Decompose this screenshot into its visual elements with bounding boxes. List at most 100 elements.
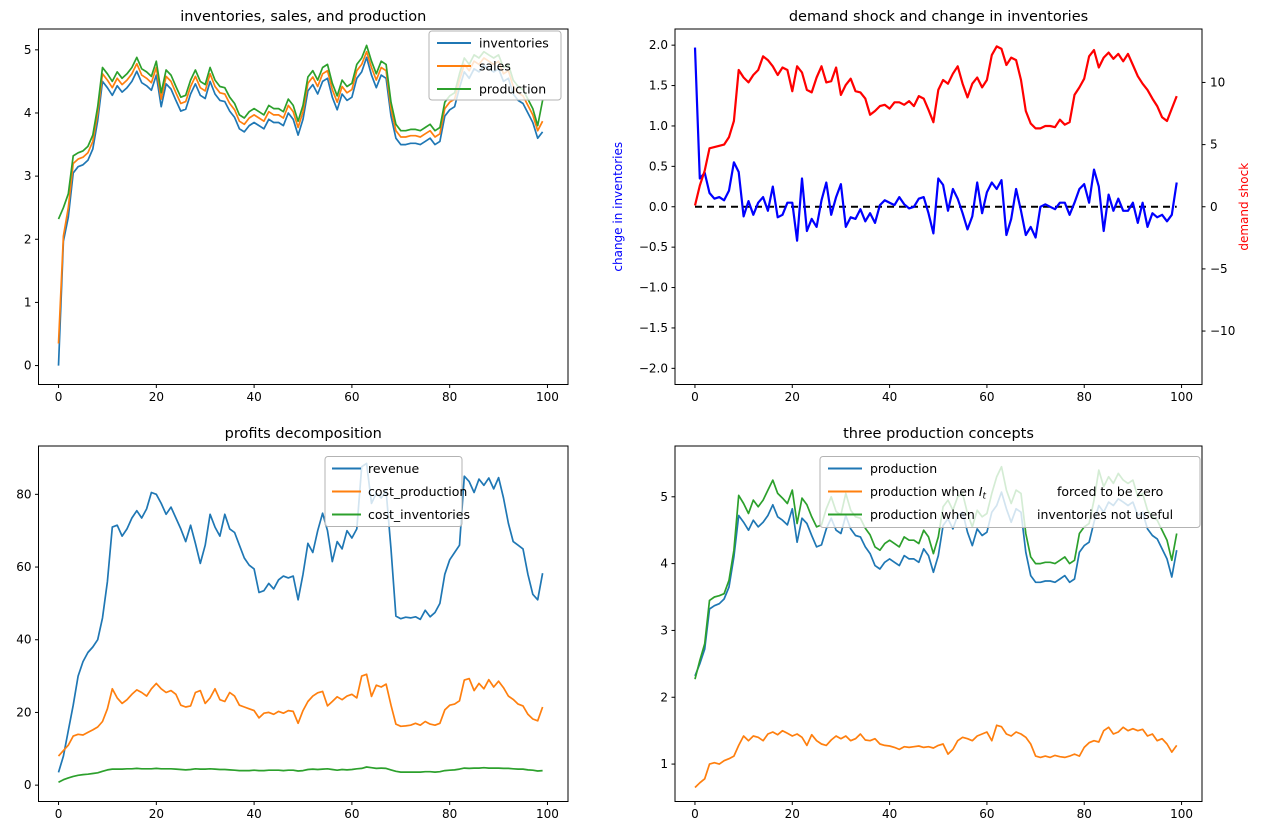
- x-axis: 0 20 40 60 80 100: [55, 384, 559, 404]
- y-tick-right-label: 10: [1210, 75, 1225, 89]
- y-axis: 1 2 3 4 5: [660, 490, 675, 771]
- y-tick-right-label: −5: [1210, 262, 1228, 276]
- chart-canvas-inventories-sales-production: 0 20 40 60 80 100 0 1 2 3 4 5 inventories, sales, an…: [24, 9, 569, 404]
- x-tick-label: 80: [442, 807, 457, 821]
- y-tick-label: 0.5: [649, 159, 668, 173]
- y-tick-right-label: 0: [1210, 200, 1218, 214]
- x-tick-label: 0: [691, 807, 699, 821]
- x-axis: 0 20 40 60 80 100: [691, 801, 1193, 821]
- legend-frame: [324, 456, 463, 527]
- y-tick-label: 2: [660, 690, 668, 704]
- chart-title: inventories, sales, and production: [180, 9, 426, 25]
- y-tick-label: 3: [24, 169, 32, 183]
- y-tick-label: 2.0: [649, 38, 668, 52]
- y-tick-label: 3: [660, 623, 668, 637]
- x-tick-label: 20: [785, 807, 800, 821]
- y-axis-label-right: demand shock: [1237, 163, 1251, 251]
- x-tick-label: 100: [1170, 390, 1193, 404]
- chart-title: demand shock and change in inventories: [789, 9, 1088, 25]
- y-tick-label: 80: [16, 487, 31, 501]
- x-tick-label: 60: [344, 807, 359, 821]
- x-tick-label: 80: [1077, 390, 1092, 404]
- y-tick-label: −0.5: [639, 240, 668, 254]
- x-tick-label: 0: [691, 390, 699, 404]
- y-tick-label: 4: [660, 557, 668, 571]
- x-tick-label: 40: [246, 390, 261, 404]
- legend-label: sales: [479, 59, 511, 74]
- y-tick-label: 60: [16, 560, 31, 574]
- y-tick-label: 2: [24, 232, 32, 246]
- y-tick-label: 4: [24, 106, 32, 120]
- legend-label: production when: [870, 507, 975, 522]
- x-tick-label: 20: [149, 390, 164, 404]
- x-axis: 0 20 40 60 80 100: [55, 801, 559, 821]
- y-tick-label: 1.0: [649, 119, 668, 133]
- y-tick-label: −1.5: [639, 321, 668, 335]
- series-cost-inventories: [58, 766, 543, 783]
- x-tick-label: 40: [246, 807, 261, 821]
- x-tick-label: 80: [1077, 807, 1092, 821]
- axes-spines: [38, 28, 569, 385]
- y-axis: 2.0 1.5 1.0 0.5 0.0 −0.5 −1.0 −1.5 −2.0: [639, 38, 675, 375]
- y-tick-label: −2.0: [639, 361, 668, 375]
- chart-canvas-demand-shock-change-inventories: 0 20 40 60 80 1002.01.51.00.50.0−0.5−1.0−1.5−…: [611, 9, 1251, 404]
- x-tick-label: 80: [442, 390, 457, 404]
- series-change-in-inventories: [693, 47, 1178, 242]
- legend-label: inventories: [479, 36, 549, 51]
- series-production-when-i-t-forced-to-be-zero: [694, 724, 1178, 789]
- x-tick-label: 0: [55, 807, 63, 821]
- x-tick-label: 100: [1170, 807, 1193, 821]
- x-axis: 0 20 40 60 80 100: [691, 384, 1193, 404]
- y-tick-label: 0: [24, 359, 32, 373]
- y-tick-label: 0.0: [649, 200, 668, 214]
- axes-spines: [38, 445, 569, 802]
- chart-decoration: I: [979, 484, 983, 499]
- legend-label: revenue: [368, 461, 419, 476]
- y-tick-label: 0: [24, 778, 32, 792]
- legend: revenue cost_production cost_inventories: [324, 456, 470, 527]
- legend-label: cost_production: [368, 484, 467, 499]
- x-tick-label: 60: [979, 390, 994, 404]
- legend-label-right: forced to be zero: [1057, 484, 1163, 499]
- chart-title: three production concepts: [843, 426, 1034, 442]
- x-tick-label: 60: [344, 390, 359, 404]
- y-axis-label: change in inventories: [611, 142, 625, 272]
- legend: inventories sales production: [428, 30, 562, 101]
- legend-label: cost_inventories: [368, 507, 470, 522]
- axes-spines: [674, 445, 1203, 802]
- y-axis: 0 1 2 3 4 5: [24, 43, 39, 373]
- x-tick-label: 0: [55, 390, 63, 404]
- x-tick-label: 40: [882, 390, 897, 404]
- legend-label-right: inventories not useful: [1037, 507, 1173, 522]
- chart-canvas-profits-decomposition: 0 20 40 60 80 100 0 20 40 60 80 profits decompositi…: [16, 426, 569, 821]
- y-tick-right-label: −10: [1210, 324, 1235, 338]
- y-tick-label: 1.5: [649, 79, 668, 93]
- y-tick-label: 1: [24, 295, 32, 309]
- y-axis: 0 20 40 60 80: [16, 487, 39, 792]
- y-tick-right-label: 5: [1210, 138, 1218, 152]
- y-tick-label: 40: [16, 633, 31, 647]
- legend: production production when It forced to be…: [819, 456, 1201, 528]
- chart-decoration: t: [983, 492, 987, 502]
- x-tick-label: 60: [979, 807, 994, 821]
- y-tick-label: 5: [660, 490, 668, 504]
- x-tick-label: 20: [785, 390, 800, 404]
- y-tick-label: 5: [24, 43, 32, 57]
- y-tick-label: 20: [16, 705, 31, 719]
- x-tick-label: 100: [536, 390, 559, 404]
- series-cost-production: [57, 673, 544, 757]
- x-tick-label: 40: [882, 807, 897, 821]
- chart-title: profits decomposition: [225, 426, 382, 442]
- x-tick-label: 20: [149, 807, 164, 821]
- legend-label: production when It: [870, 484, 987, 502]
- y-tick-label: 1: [660, 757, 668, 771]
- y-axis-right: 10 5 0 −5 −10: [1202, 75, 1235, 338]
- chart-canvas-three-production-concepts: 0 20 40 60 80 100 1 2 3 4 5 three production concep…: [660, 426, 1203, 821]
- plot-lines: [693, 45, 1178, 242]
- series-demand-shock: [693, 45, 1178, 206]
